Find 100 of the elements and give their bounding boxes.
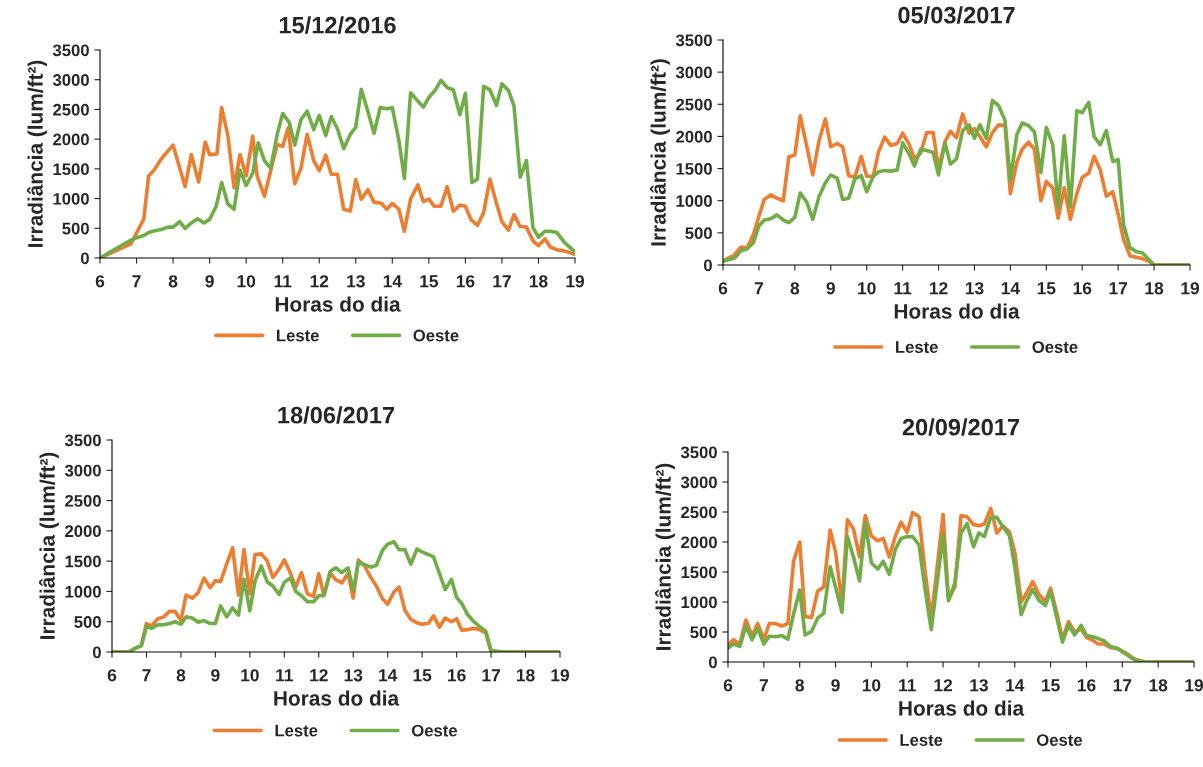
x-axis-title: Horas do dia — [275, 296, 401, 312]
legend-label: Oeste — [1032, 341, 1078, 353]
y-tick-label: 3500 — [64, 434, 101, 447]
y-tick-label: 500 — [685, 227, 712, 240]
x-tick-label: 6 — [718, 282, 728, 295]
x-tick-label: 6 — [723, 679, 733, 692]
legend-label: Leste — [277, 329, 319, 342]
x-tick-label: 17 — [1113, 679, 1132, 692]
y-tick-label: 0 — [92, 646, 101, 659]
legend-label: Leste — [275, 724, 318, 737]
x-tick-label: 8 — [176, 669, 186, 682]
y-tick-label: 1500 — [65, 555, 101, 568]
x-tick-label: 18 — [516, 669, 535, 682]
y-tick-label: 3000 — [64, 464, 101, 477]
x-tick-label: 12 — [934, 679, 953, 692]
x-tick-label: 15 — [1042, 679, 1060, 692]
legend-label: Oeste — [1036, 734, 1083, 746]
x-tick-label: 19 — [1181, 282, 1200, 295]
x-tick-label: 15 — [420, 275, 439, 288]
x-tick-label: 18 — [1145, 282, 1164, 295]
y-tick-label: 1000 — [676, 195, 712, 207]
y-tick-label: 2000 — [676, 130, 712, 143]
y-tick-label: 500 — [62, 222, 89, 235]
x-tick-label: 16 — [448, 669, 466, 682]
x-tick-label: 12 — [310, 669, 328, 682]
y-tick-label: 2500 — [53, 103, 89, 116]
x-tick-label: 18 — [1149, 679, 1168, 692]
x-tick-label: 8 — [795, 679, 804, 692]
x-axis-title: Horas do dia — [894, 303, 1020, 319]
x-tick-label: 13 — [965, 282, 984, 295]
x-axis-title: Horas do dia — [899, 700, 1025, 716]
x-tick-label: 8 — [790, 282, 800, 295]
x-tick-label: 6 — [107, 669, 117, 682]
x-tick-label: 8 — [168, 275, 178, 288]
y-tick-label: 2500 — [681, 506, 717, 519]
x-tick-label: 10 — [241, 669, 259, 682]
y-tick-label: 1500 — [53, 163, 89, 176]
y-tick-label: 1500 — [676, 162, 712, 175]
x-tick-label: 11 — [274, 275, 292, 288]
x-tick-label: 7 — [142, 669, 151, 682]
y-axis-title: Irradiância (lum/ft²) — [650, 59, 670, 246]
y-tick-label: 1000 — [53, 192, 89, 205]
x-tick-label: 13 — [347, 275, 365, 288]
y-tick-label: 2000 — [53, 133, 89, 146]
x-tick-label: 15 — [413, 669, 432, 682]
x-tick-label: 15 — [1037, 282, 1056, 295]
x-tick-label: 9 — [211, 669, 220, 682]
y-tick-label: 3000 — [675, 66, 712, 79]
y-tick-label: 1500 — [681, 566, 717, 579]
x-tick-label: 10 — [858, 282, 876, 295]
y-axis-title: Irradiância (lum/ft²) — [27, 60, 47, 247]
y-tick-label: 2500 — [65, 494, 101, 507]
x-tick-label: 9 — [831, 679, 840, 692]
y-tick-label: 3500 — [52, 44, 89, 57]
y-tick-label: 1000 — [65, 585, 101, 598]
x-tick-label: 18 — [529, 275, 548, 288]
legend-label: Oeste — [413, 329, 459, 342]
x-tick-label: 14 — [379, 669, 398, 682]
chart-title: 15/12/2016 — [279, 16, 396, 34]
x-tick-label: 16 — [456, 275, 475, 288]
x-tick-label: 11 — [894, 282, 912, 295]
chart-title: 05/03/2017 — [898, 6, 1015, 24]
x-tick-label: 19 — [566, 275, 585, 288]
x-tick-label: 19 — [551, 669, 570, 682]
y-tick-label: 2000 — [681, 536, 717, 549]
x-tick-label: 10 — [862, 679, 881, 692]
y-tick-label: 3000 — [52, 74, 89, 86]
x-tick-label: 9 — [826, 282, 835, 295]
x-axis-title: Horas do dia — [274, 690, 400, 706]
x-tick-label: 14 — [1001, 282, 1020, 295]
x-tick-label: 16 — [1073, 282, 1092, 295]
y-axis-title: Irradiância (lum/ft²) — [39, 452, 59, 639]
x-tick-label: 7 — [754, 282, 763, 295]
x-tick-label: 17 — [493, 275, 511, 288]
x-tick-label: 12 — [929, 282, 948, 295]
x-tick-label: 9 — [205, 275, 214, 288]
legend-label: Oeste — [411, 724, 458, 737]
y-tick-label: 0 — [703, 259, 712, 272]
y-tick-label: 3000 — [680, 476, 717, 489]
x-tick-label: 17 — [1109, 282, 1128, 295]
y-tick-label: 2500 — [676, 98, 712, 111]
legend-label: Leste — [896, 341, 938, 353]
x-tick-label: 13 — [970, 679, 988, 692]
x-tick-label: 13 — [344, 669, 363, 682]
x-tick-label: 14 — [1006, 679, 1025, 692]
y-tick-label: 3500 — [675, 34, 712, 47]
y-tick-label: 0 — [708, 656, 717, 669]
y-tick-label: 500 — [690, 626, 717, 639]
chart-title: 18/06/2017 — [278, 406, 395, 424]
y-tick-label: 3500 — [680, 446, 717, 459]
x-tick-label: 6 — [95, 275, 105, 288]
x-tick-label: 11 — [899, 679, 916, 692]
x-tick-label: 11 — [276, 669, 293, 682]
x-tick-label: 17 — [482, 669, 500, 682]
y-tick-label: 0 — [80, 252, 89, 265]
x-tick-label: 12 — [310, 275, 329, 288]
x-tick-label: 19 — [1185, 679, 1203, 692]
x-tick-label: 14 — [383, 275, 402, 288]
legend-label: Leste — [900, 734, 943, 746]
chart-title: 20/09/2017 — [902, 418, 1020, 436]
